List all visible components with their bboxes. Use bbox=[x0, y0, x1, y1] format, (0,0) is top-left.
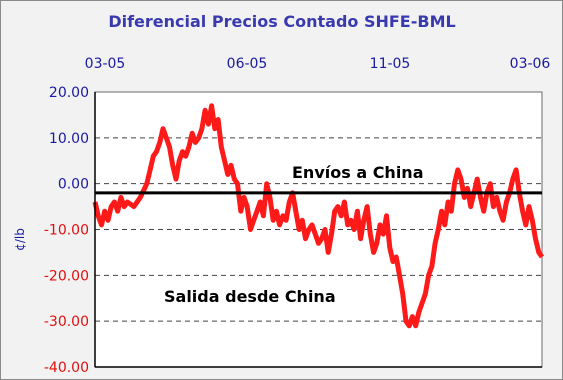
y-tick-label: -40.00 bbox=[44, 360, 89, 376]
x-tick-label: 03-05 bbox=[85, 56, 126, 72]
y-tick-label: -20.00 bbox=[44, 268, 89, 284]
annotation-salida: Salida desde China bbox=[164, 287, 336, 306]
y-axis-label: ¢/lb bbox=[13, 228, 27, 251]
x-tick-label: 11-05 bbox=[370, 56, 411, 72]
y-tick-label: -10.00 bbox=[44, 223, 89, 239]
x-tick-label: 03-06 bbox=[510, 56, 551, 72]
series-line bbox=[92, 103, 545, 329]
x-tick-label: 06-05 bbox=[227, 56, 268, 72]
chart-title: Diferencial Precios Contado SHFE-BML bbox=[108, 12, 455, 31]
y-tick-label: -30.00 bbox=[44, 314, 89, 330]
y-tick-label: 0.00 bbox=[58, 177, 89, 193]
annotation-envios: Envíos a China bbox=[292, 163, 424, 182]
y-tick-label: 20.00 bbox=[49, 85, 89, 101]
y-tick-label: 10.00 bbox=[49, 131, 89, 147]
